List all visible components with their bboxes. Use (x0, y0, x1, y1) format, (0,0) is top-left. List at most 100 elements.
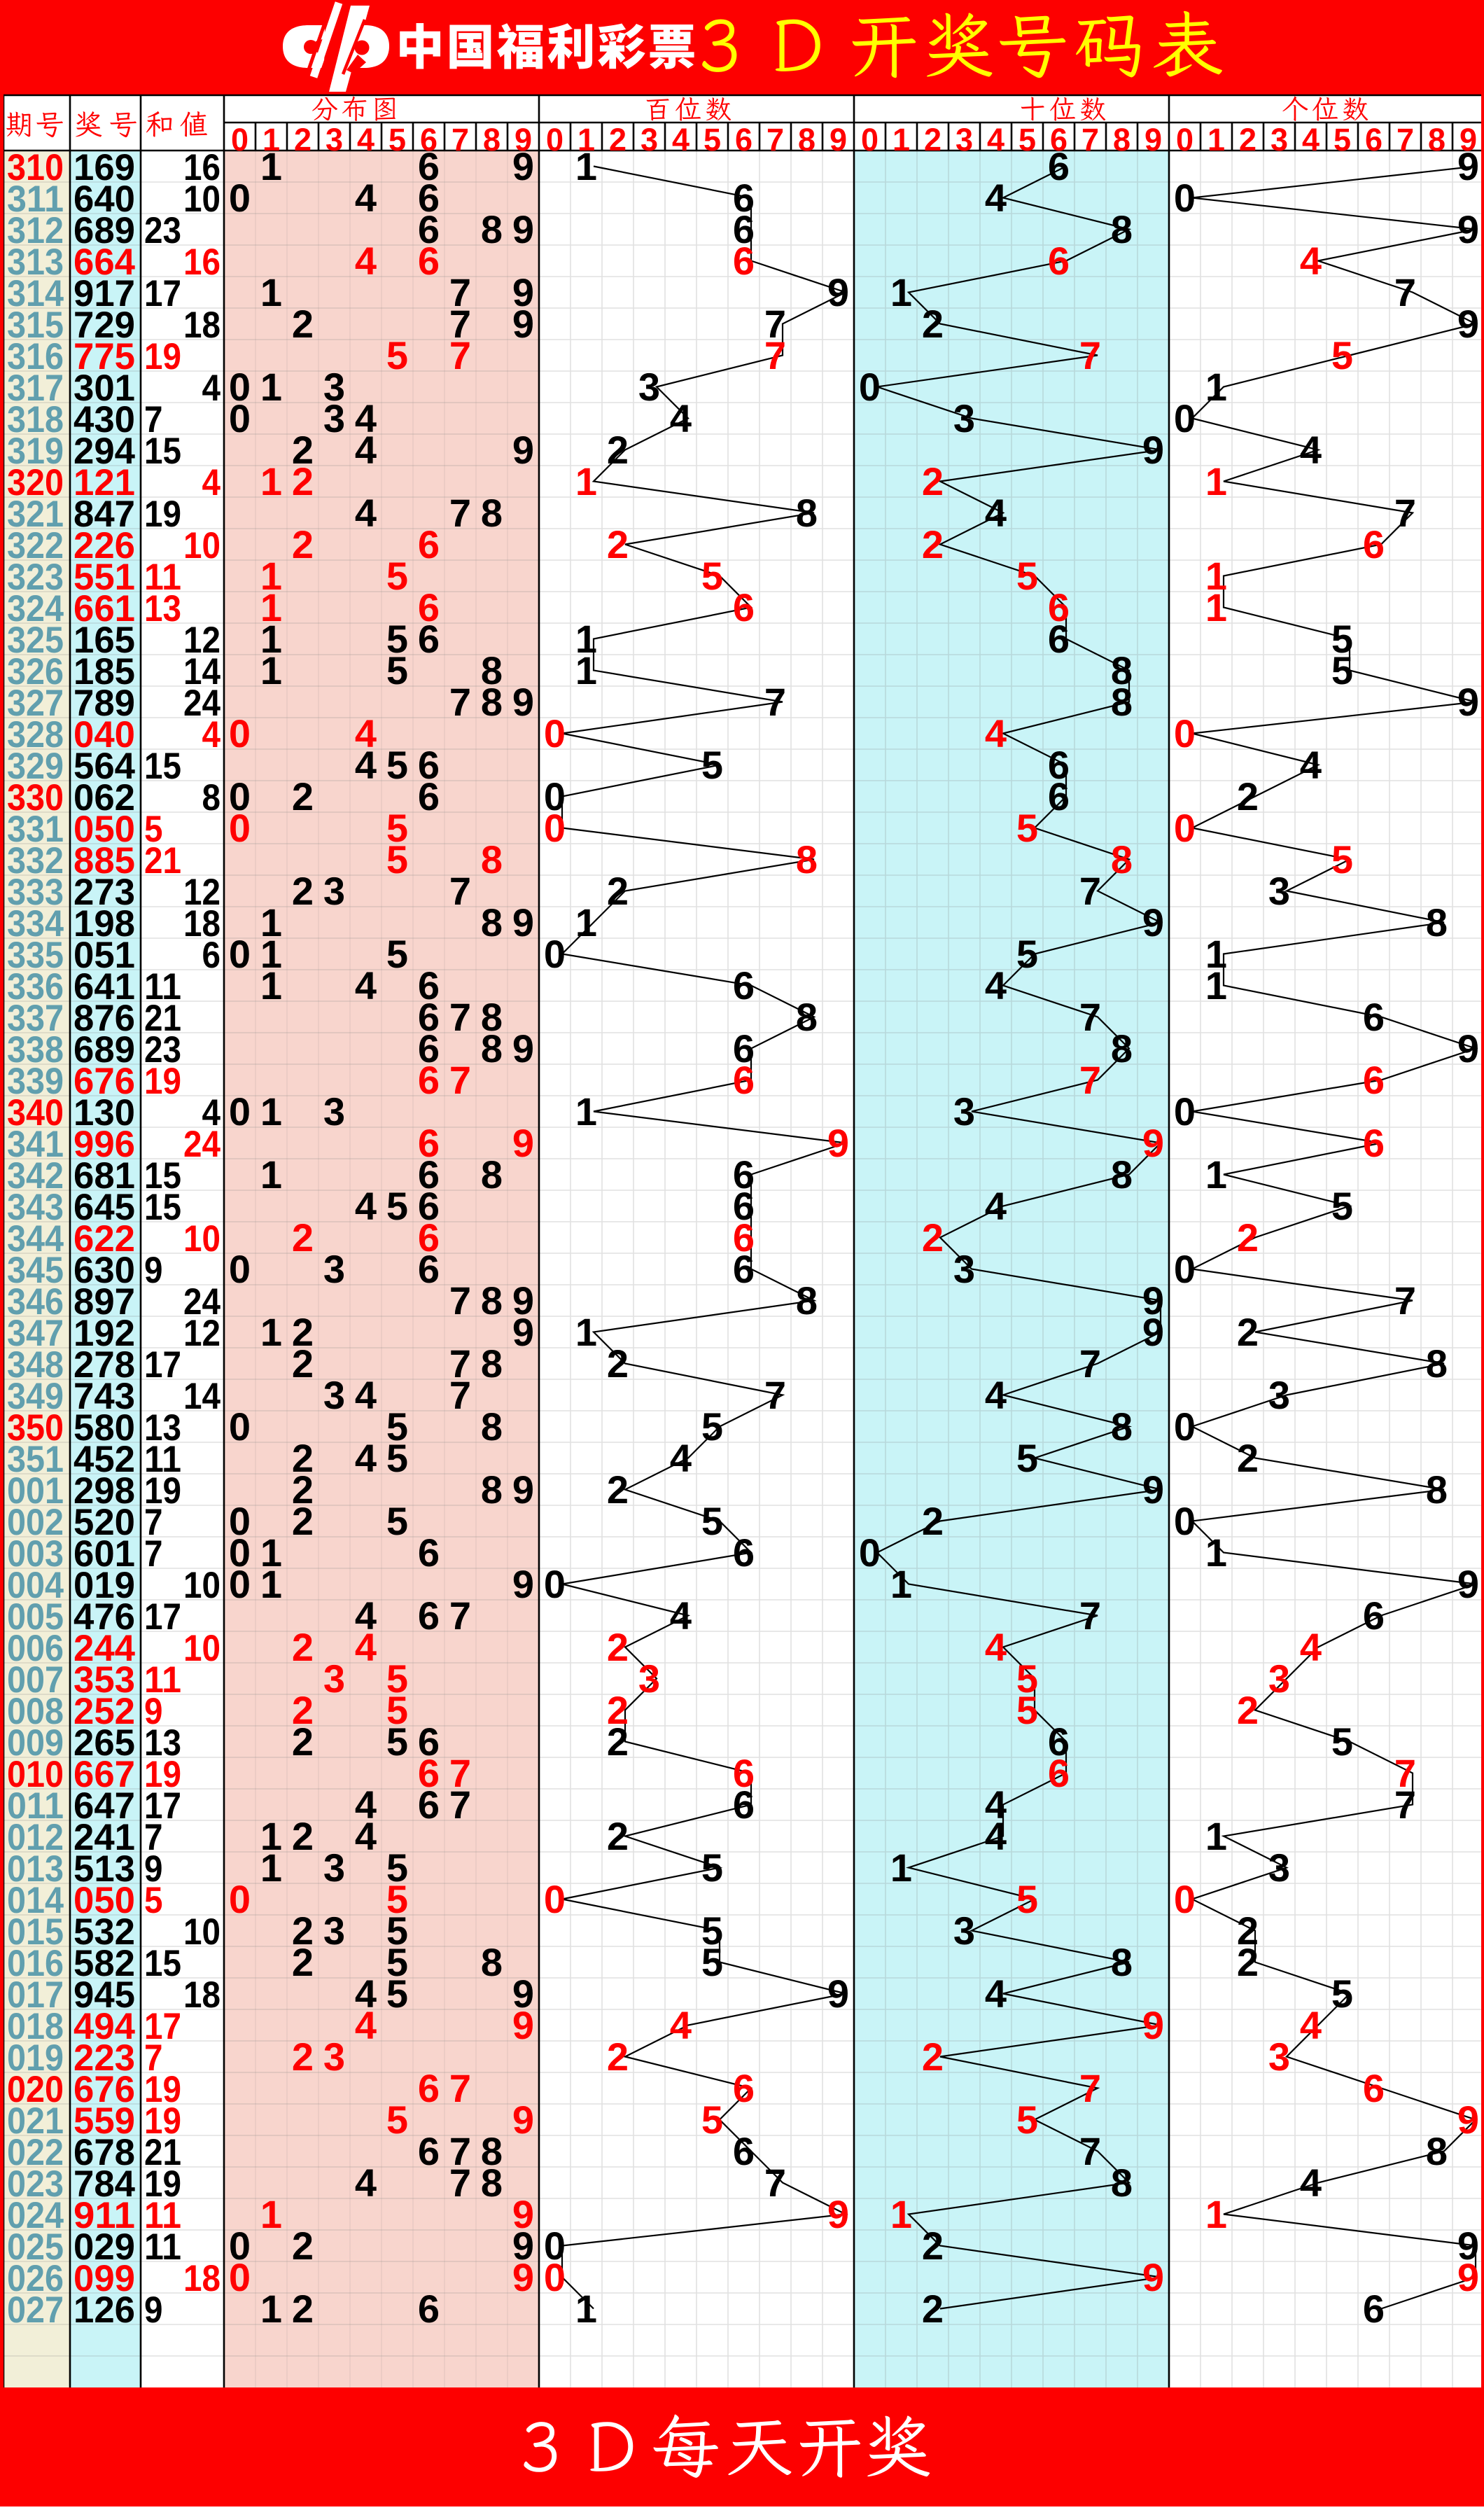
svg-text:17: 17 (144, 1344, 181, 1386)
svg-text:3: 3 (640, 122, 658, 158)
svg-text:3: 3 (1270, 122, 1288, 158)
svg-text:2: 2 (292, 1341, 314, 1386)
svg-text:0: 0 (544, 774, 566, 818)
svg-text:004: 004 (7, 1565, 64, 1606)
svg-text:9: 9 (512, 1278, 534, 1323)
svg-text:1: 1 (1205, 554, 1227, 598)
svg-text:0: 0 (544, 806, 566, 850)
svg-text:0: 0 (229, 1089, 251, 1134)
svg-text:784: 784 (74, 2163, 136, 2205)
svg-text:0: 0 (229, 1877, 251, 1921)
svg-text:0: 0 (1174, 1247, 1196, 1291)
svg-text:6: 6 (733, 2129, 755, 2173)
svg-text:4: 4 (355, 2003, 377, 2047)
svg-text:5: 5 (1016, 806, 1038, 850)
svg-text:494: 494 (74, 2006, 136, 2047)
svg-text:5: 5 (701, 554, 723, 598)
svg-text:6: 6 (1048, 585, 1070, 629)
svg-text:8: 8 (481, 207, 503, 251)
svg-text:023: 023 (7, 2163, 64, 2205)
svg-text:5: 5 (1331, 617, 1353, 661)
svg-text:4: 4 (202, 714, 221, 755)
svg-text:6: 6 (418, 1215, 440, 1260)
svg-text:19: 19 (144, 2163, 181, 2205)
svg-text:3: 3 (953, 1247, 975, 1291)
svg-text:8: 8 (796, 491, 818, 535)
svg-text:018: 018 (7, 2006, 64, 2047)
svg-text:1: 1 (260, 1814, 282, 1858)
svg-text:3: 3 (1268, 2035, 1290, 2079)
svg-text:6: 6 (418, 176, 440, 220)
svg-text:4: 4 (355, 1436, 377, 1480)
svg-text:2: 2 (1239, 122, 1256, 158)
svg-text:5: 5 (704, 122, 721, 158)
svg-text:332: 332 (7, 840, 64, 881)
svg-text:4: 4 (355, 743, 377, 787)
svg-text:6: 6 (733, 1751, 755, 1795)
svg-text:4: 4 (985, 176, 1007, 220)
svg-text:23: 23 (144, 1029, 181, 1071)
svg-text:9: 9 (1460, 122, 1477, 158)
svg-text:5: 5 (386, 1688, 408, 1732)
svg-text:7: 7 (764, 333, 786, 377)
svg-text:7: 7 (449, 1373, 471, 1417)
svg-text:4: 4 (670, 396, 692, 440)
svg-text:789: 789 (74, 683, 135, 724)
svg-text:0: 0 (1176, 122, 1194, 158)
svg-text:5: 5 (701, 1499, 723, 1543)
svg-text:8: 8 (1111, 1940, 1133, 1984)
svg-text:21: 21 (144, 840, 181, 881)
svg-text:1: 1 (262, 122, 280, 158)
svg-text:0: 0 (859, 365, 881, 409)
svg-text:022: 022 (7, 2132, 64, 2173)
svg-text:885: 885 (74, 840, 135, 881)
svg-text:9: 9 (1142, 900, 1164, 944)
svg-text:9: 9 (144, 2289, 163, 2331)
svg-text:2: 2 (292, 1720, 314, 1764)
svg-text:4: 4 (1300, 2003, 1322, 2047)
svg-text:6: 6 (418, 2066, 440, 2110)
svg-text:7: 7 (764, 680, 786, 724)
svg-text:0: 0 (1174, 806, 1196, 850)
svg-text:241: 241 (74, 1817, 135, 1858)
svg-text:223: 223 (74, 2037, 135, 2079)
svg-text:6: 6 (1048, 1720, 1070, 1764)
svg-text:2: 2 (292, 2287, 314, 2331)
svg-text:329: 329 (7, 746, 64, 787)
svg-text:7: 7 (449, 1278, 471, 1323)
svg-text:775: 775 (74, 336, 135, 377)
svg-text:3: 3 (323, 869, 345, 913)
svg-text:19: 19 (144, 2069, 181, 2110)
svg-text:3: 3 (323, 365, 345, 409)
svg-text:5: 5 (701, 1846, 723, 1890)
svg-text:2: 2 (292, 1436, 314, 1480)
svg-text:3: 3 (323, 396, 345, 440)
svg-text:7: 7 (144, 1817, 163, 1858)
svg-text:009: 009 (7, 1722, 64, 1764)
svg-text:9: 9 (827, 1972, 849, 2016)
svg-text:6: 6 (418, 2129, 440, 2173)
svg-text:5: 5 (1331, 1720, 1353, 1764)
svg-text:319: 319 (7, 431, 64, 472)
svg-text:6: 6 (733, 1152, 755, 1197)
svg-text:21: 21 (144, 2132, 181, 2173)
svg-text:6: 6 (1050, 122, 1068, 158)
svg-text:9: 9 (512, 680, 534, 724)
svg-text:7: 7 (449, 995, 471, 1039)
svg-text:513: 513 (74, 1848, 135, 1890)
svg-text:014: 014 (7, 1880, 64, 1921)
svg-text:1: 1 (260, 1531, 282, 1575)
svg-text:689: 689 (74, 1029, 135, 1071)
svg-text:0: 0 (1174, 1404, 1196, 1449)
svg-text:640: 640 (74, 179, 135, 220)
svg-text:19: 19 (144, 2100, 181, 2142)
svg-text:0: 0 (544, 711, 566, 755)
svg-text:6: 6 (1363, 522, 1385, 566)
svg-text:8: 8 (481, 900, 503, 944)
svg-text:3: 3 (323, 1909, 345, 1953)
svg-text:338: 338 (7, 1029, 64, 1071)
svg-text:7: 7 (1079, 2066, 1101, 2110)
svg-text:19: 19 (144, 1754, 181, 1795)
svg-text:4: 4 (985, 1814, 1007, 1858)
svg-text:1: 1 (890, 2192, 912, 2236)
